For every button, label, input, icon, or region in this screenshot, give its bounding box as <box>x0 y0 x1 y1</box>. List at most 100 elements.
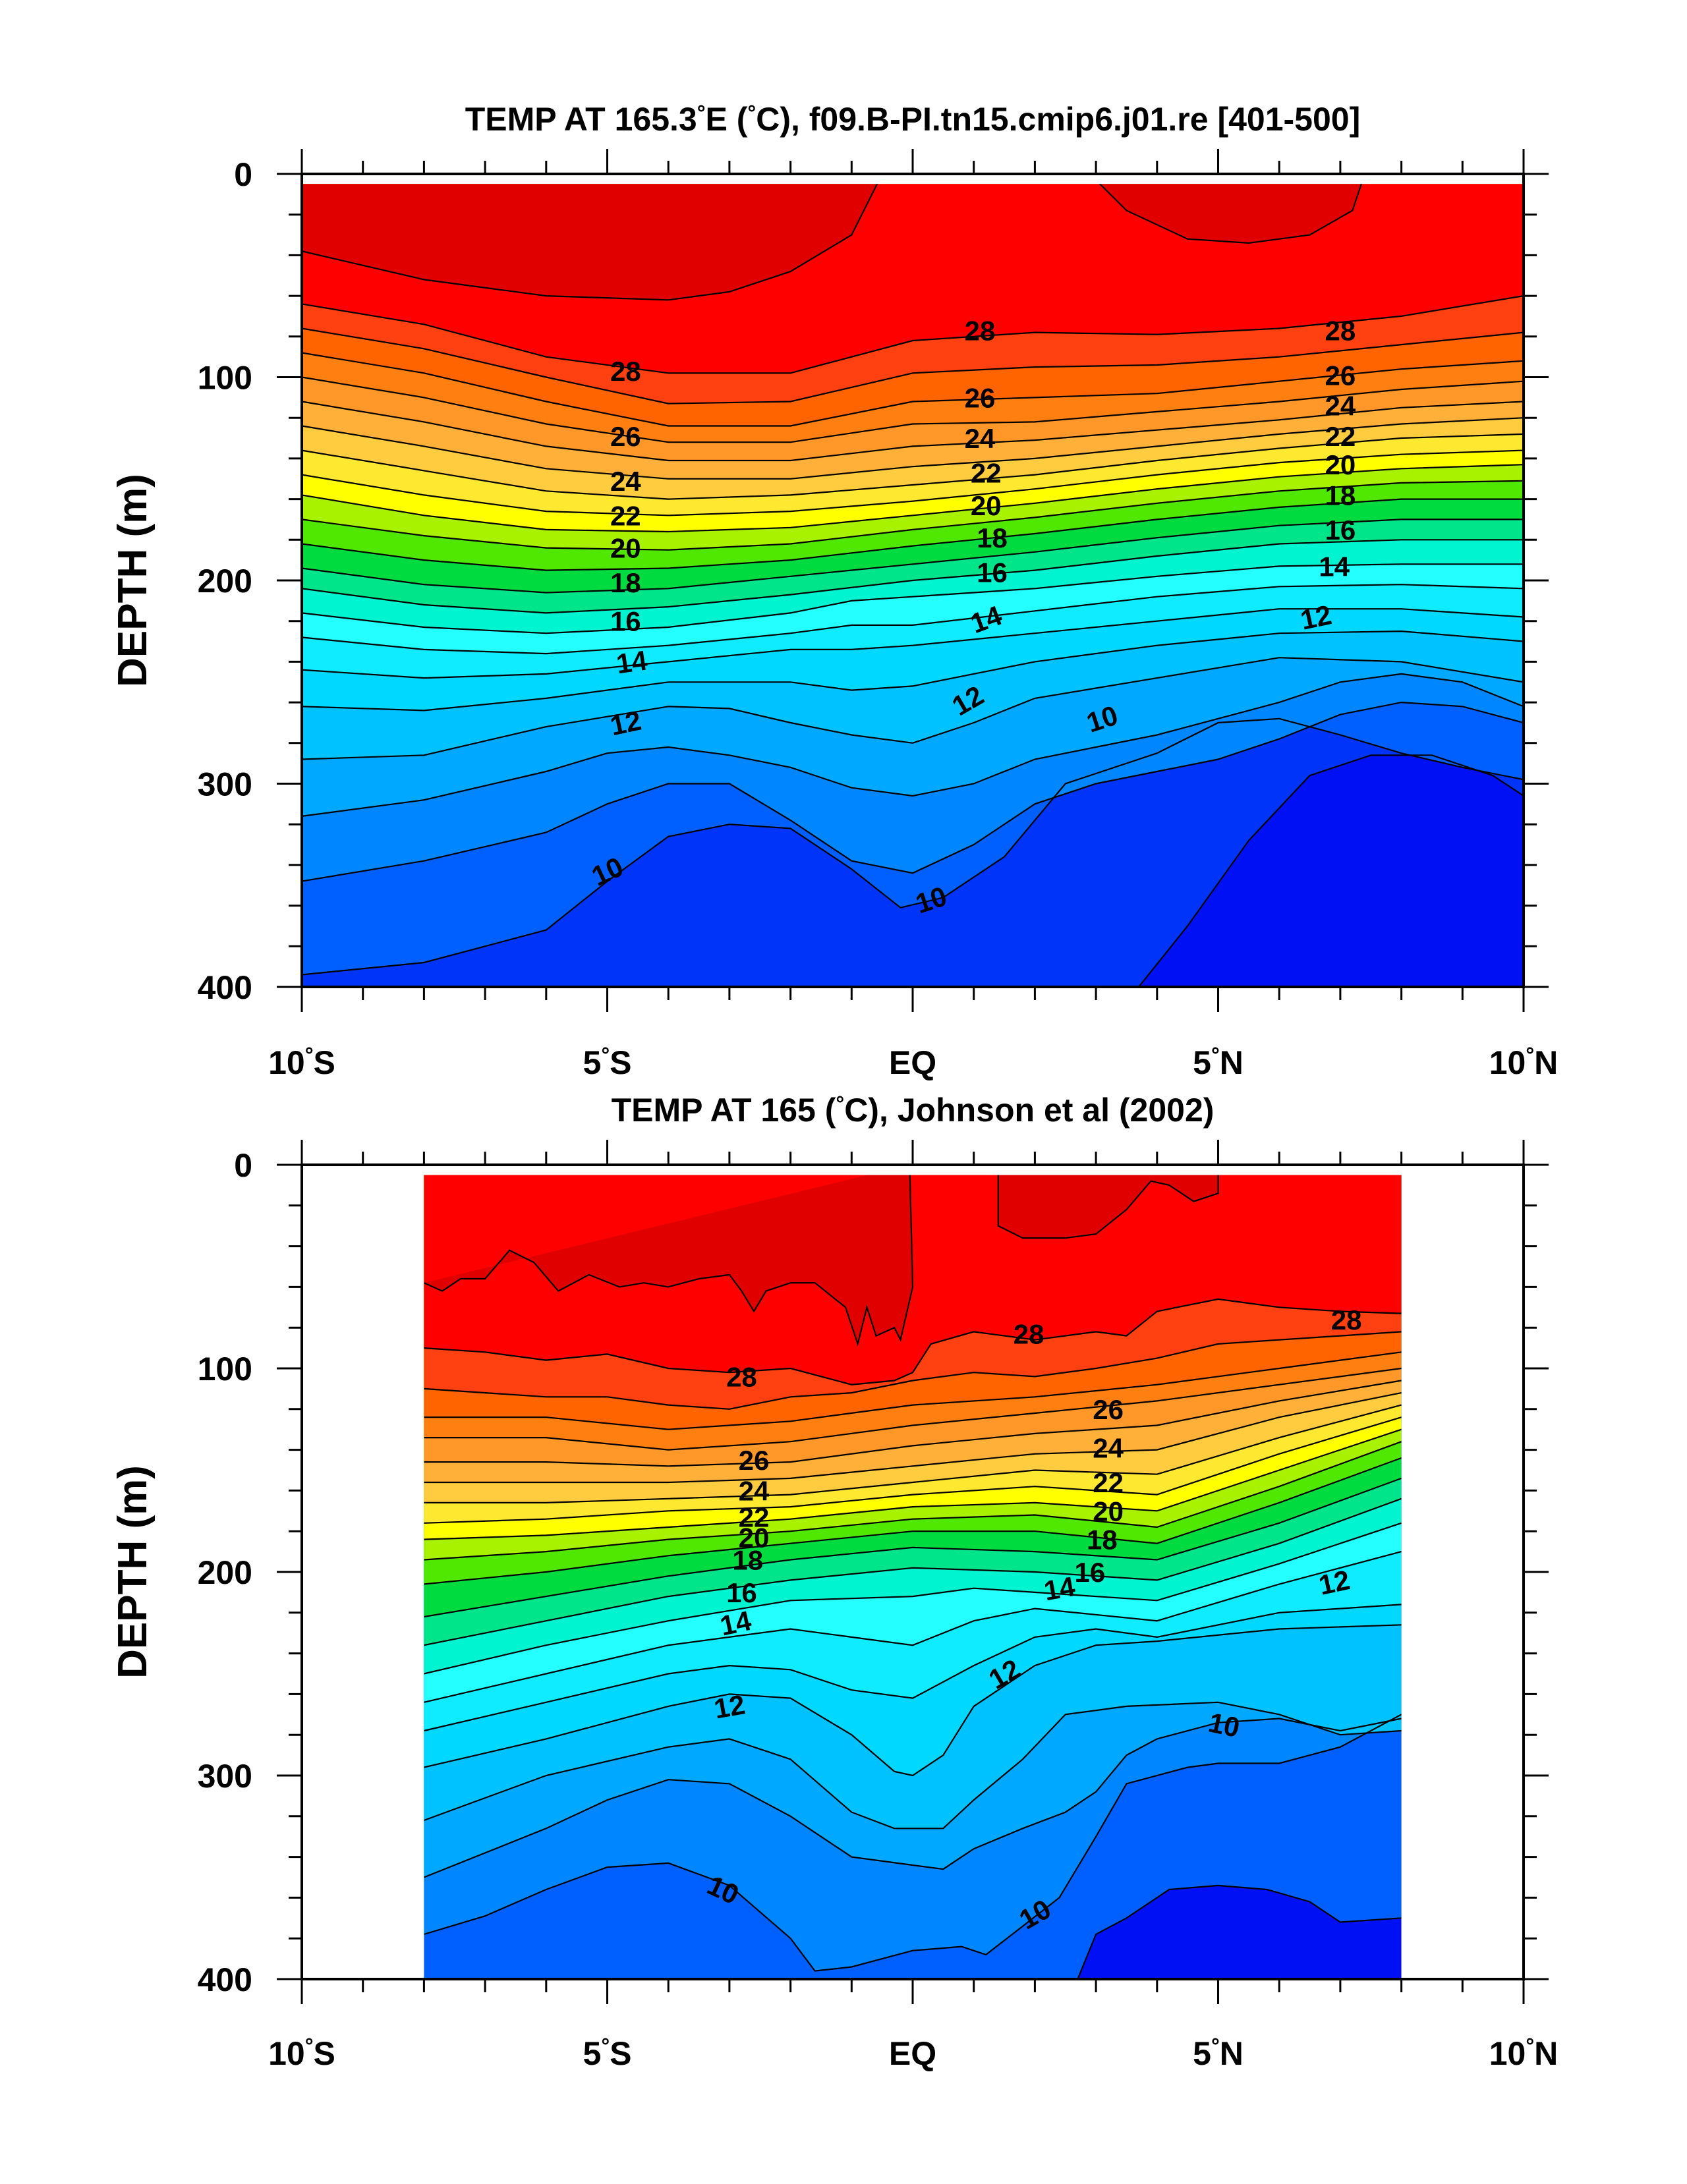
x-tick-label: 10°N <box>1489 2034 1558 2072</box>
contour-line-14 <box>424 1551 1402 1703</box>
contour-label: 24 <box>1093 1433 1124 1464</box>
contour-label: 24 <box>739 1475 770 1506</box>
contour-line-15 <box>302 563 1524 634</box>
x-tick-label: 5°S <box>583 1043 632 1081</box>
contour-line-24 <box>424 1380 1402 1467</box>
contour-label: 26 <box>610 421 641 452</box>
contour-lines <box>424 1175 1402 1979</box>
degree-sign: ° <box>697 101 706 125</box>
contour-label: 18 <box>732 1544 763 1575</box>
y-tick-label: 300 <box>198 1758 252 1795</box>
contour-line-29-1 <box>997 1175 1219 1239</box>
contour-label: 16 <box>1325 515 1356 546</box>
contour-labels: 2826242220181614121028262422201816141210… <box>587 316 1356 920</box>
contour-line-25 <box>302 376 1524 443</box>
x-tick-text: 5 <box>1193 1044 1211 1081</box>
x-tick-label: 10°N <box>1489 1043 1558 1081</box>
contour-line-8 <box>1077 1884 1402 1979</box>
x-tick-label: 5°N <box>1193 2034 1244 2072</box>
contour-line-21 <box>424 1416 1402 1524</box>
contour-line-9 <box>424 1714 1402 1972</box>
x-tick-text: EQ <box>889 1044 936 1081</box>
contour-line-27 <box>302 327 1524 405</box>
contour-line-18 <box>424 1457 1402 1585</box>
contour-line-13 <box>424 1604 1402 1732</box>
contour-line-24 <box>302 401 1524 462</box>
contour-label: 28 <box>1331 1304 1362 1335</box>
title-text: C), f09.B-PI.tn15.cmip6.j01.re [401-500] <box>756 101 1360 138</box>
contour-label: 16 <box>610 606 641 637</box>
contour-label: 22 <box>739 1502 770 1533</box>
contour-label: 14 <box>1319 551 1350 582</box>
contour-line-9 <box>302 701 1524 882</box>
contour-line-17 <box>424 1477 1402 1618</box>
title-text: TEMP AT 165.3 <box>465 101 697 138</box>
contour-line-11 <box>424 1701 1402 1830</box>
degree-sign: ° <box>1211 1043 1220 1067</box>
x-tick-text: S <box>314 2035 335 2072</box>
x-tick-text: 10 <box>268 2035 305 2072</box>
panel-2: 2826242220181614121028262422201816141210… <box>110 1092 1558 2072</box>
contour-line-19 <box>302 480 1524 551</box>
contour-line-16 <box>302 539 1524 614</box>
contour-labels: 2826242220181614121028262422201816141210… <box>702 1304 1361 1936</box>
contour-label: 28 <box>1325 316 1356 347</box>
contour-line-23 <box>424 1392 1402 1484</box>
x-tick-text: 10 <box>1489 2035 1526 2072</box>
y-tick-label: 0 <box>234 156 252 193</box>
y-tick-label: 0 <box>234 1147 252 1184</box>
contour-label: 26 <box>739 1445 770 1476</box>
contour-line-13 <box>302 608 1524 679</box>
panel-1: 2826242220181614121028262422201816141210… <box>110 101 1558 1081</box>
y-tick-label: 400 <box>198 1961 252 1998</box>
degree-sign: ° <box>1526 2034 1534 2058</box>
contour-label: 16 <box>1074 1557 1105 1588</box>
contour-label: 12 <box>1316 1564 1352 1601</box>
contour-label: 12 <box>1298 599 1334 636</box>
y-tick-label: 300 <box>198 766 252 803</box>
contour-label: 12 <box>608 705 644 742</box>
y-tick-label: 100 <box>198 1351 252 1387</box>
x-tick-text: S <box>610 1044 631 1081</box>
contour-line-28 <box>302 295 1524 374</box>
contour-label: 22 <box>1093 1467 1124 1498</box>
contour-line-22 <box>302 433 1524 500</box>
contour-line-22 <box>424 1404 1402 1503</box>
y-tick-label: 200 <box>198 563 252 600</box>
contour-label: 12 <box>712 1689 747 1724</box>
x-tick-text: 5 <box>583 2035 602 2072</box>
contour-line-19 <box>424 1441 1402 1561</box>
contour-label: 10 <box>1206 1706 1242 1743</box>
x-tick-text: N <box>1534 1044 1558 1081</box>
contour-line-20 <box>302 464 1524 533</box>
contour-label: 20 <box>739 1522 770 1553</box>
x-tick-label: EQ <box>889 1044 936 1081</box>
contour-label: 20 <box>1325 449 1356 480</box>
contour-label: 18 <box>1087 1525 1118 1555</box>
contour-label: 22 <box>1325 421 1356 452</box>
contour-line-20 <box>424 1428 1402 1540</box>
degree-sign: ° <box>1526 1043 1534 1067</box>
contour-label: 18 <box>1325 480 1356 511</box>
degree-sign: ° <box>836 1092 844 1115</box>
contour-line-23 <box>302 417 1524 480</box>
contour-label: 20 <box>971 490 1002 521</box>
x-tick-text: N <box>1534 2035 1558 2072</box>
contour-line-28 <box>424 1298 1402 1386</box>
contour-label: 14 <box>718 1605 755 1642</box>
x-tick-text: S <box>314 1044 335 1081</box>
contour-line-12 <box>424 1624 1402 1777</box>
contour-label: 22 <box>610 500 641 531</box>
fill-core-29-1 <box>998 1175 1218 1239</box>
contour-label: 24 <box>1325 391 1356 422</box>
contour-line-17 <box>302 518 1524 594</box>
y-tick-label: 100 <box>198 360 252 397</box>
x-tick-text: S <box>610 2035 631 2072</box>
chart-title: TEMP AT 165.3°E (°C), f09.B-PI.tn15.cmip… <box>465 101 1361 138</box>
x-tick-text: N <box>1220 1044 1244 1081</box>
x-tick-label: 5°N <box>1193 1043 1244 1081</box>
y-tick-label: 400 <box>198 969 252 1006</box>
